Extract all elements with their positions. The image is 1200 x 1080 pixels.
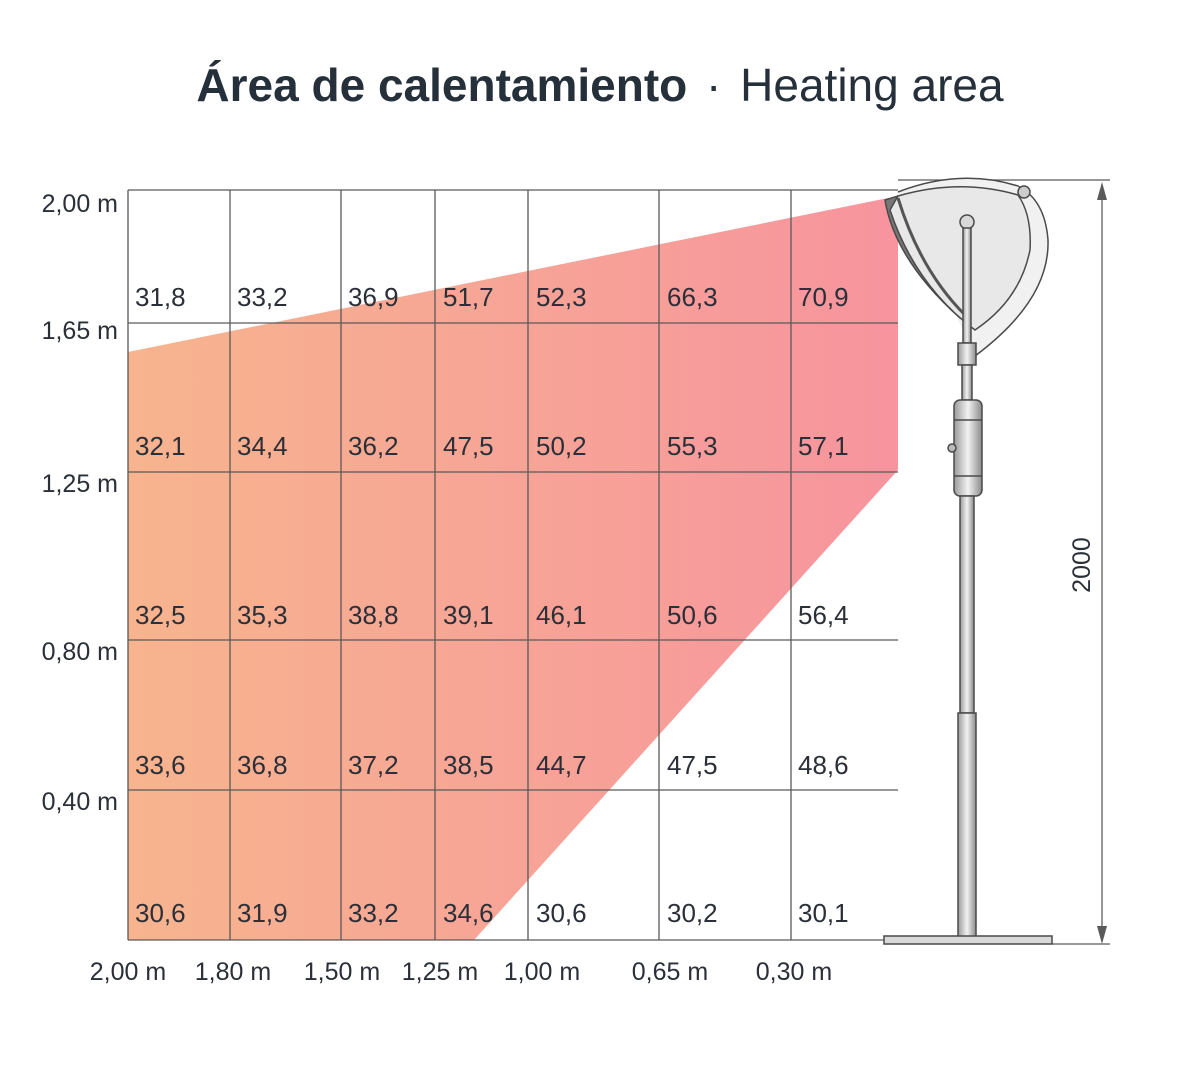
temperature-cell: 33,2 [348, 898, 399, 928]
distance-label: 1,80 m [195, 958, 271, 986]
temperature-cell: 30,2 [667, 898, 718, 928]
temperature-cell: 66,3 [667, 282, 718, 312]
height-dimension-value: 2000 [1068, 537, 1096, 593]
temperature-cell: 38,5 [443, 750, 494, 780]
temperature-cell: 47,5 [443, 431, 494, 461]
temperature-cell: 51,7 [443, 282, 494, 312]
page-title: Área de calentamiento · Heating area [0, 58, 1200, 112]
temperature-cell: 31,9 [237, 898, 288, 928]
temperature-cell: 30,6 [135, 898, 186, 928]
title-spanish: Área de calentamiento [196, 59, 688, 111]
temperature-cell: 36,2 [348, 431, 399, 461]
height-dimension [898, 179, 1110, 945]
distance-label: 1,50 m [304, 958, 380, 986]
temperature-cell: 36,9 [348, 282, 399, 312]
title-separator: · [706, 59, 722, 111]
temperature-cell: 56,4 [798, 600, 849, 630]
title-english: Heating area [740, 59, 1004, 111]
temperature-cell: 35,3 [237, 600, 288, 630]
temperature-cell: 48,6 [798, 750, 849, 780]
grid [127, 189, 1052, 941]
temperature-cell: 46,1 [536, 600, 587, 630]
temperature-cell: 52,3 [536, 282, 587, 312]
temperature-cell: 34,6 [443, 898, 494, 928]
distance-label: 2,00 m [90, 958, 166, 986]
height-labels: 2,00 m 1,65 m 1,25 m 0,80 m 0,40 m [42, 190, 118, 816]
temperature-cell: 44,7 [536, 750, 587, 780]
temperature-cell: 57,1 [798, 431, 849, 461]
temperature-cell: 47,5 [667, 750, 718, 780]
height-label: 1,65 m [42, 317, 118, 345]
distance-label: 0,65 m [632, 958, 708, 986]
temperature-cell: 32,1 [135, 431, 186, 461]
temperature-cell: 70,9 [798, 282, 849, 312]
temperature-values: 31,8 33,2 36,9 51,7 52,3 66,3 70,9 32,1 34,4 36,2… [135, 282, 849, 928]
temperature-cell: 50,6 [667, 600, 718, 630]
temperature-cell: 36,8 [237, 750, 288, 780]
distance-label: 1,00 m [504, 958, 580, 986]
height-label: 1,25 m [42, 470, 118, 498]
temperature-cell: 55,3 [667, 431, 718, 461]
distance-label: 0,30 m [756, 958, 832, 986]
patio-heater-icon [883, 177, 1053, 945]
temperature-cell: 37,2 [348, 750, 399, 780]
temperature-cell: 50,2 [536, 431, 587, 461]
temperature-cell: 32,5 [135, 600, 186, 630]
heat-zone [128, 196, 898, 940]
height-label: 2,00 m [42, 190, 118, 218]
height-label: 0,40 m [42, 788, 118, 816]
temperature-cell: 33,6 [135, 750, 186, 780]
temperature-cell: 33,2 [237, 282, 288, 312]
height-label: 0,80 m [42, 638, 118, 666]
distance-label: 1,25 m [402, 958, 478, 986]
temperature-cell: 39,1 [443, 600, 494, 630]
distance-labels: 2,00 m 1,80 m 1,50 m 1,25 m 1,00 m 0,65 m 0,30… [90, 958, 832, 986]
temperature-cell: 30,6 [536, 898, 587, 928]
temperature-cell: 34,4 [237, 431, 288, 461]
temperature-cell: 30,1 [798, 898, 849, 928]
temperature-cell: 38,8 [348, 600, 399, 630]
temperature-cell: 31,8 [135, 282, 186, 312]
